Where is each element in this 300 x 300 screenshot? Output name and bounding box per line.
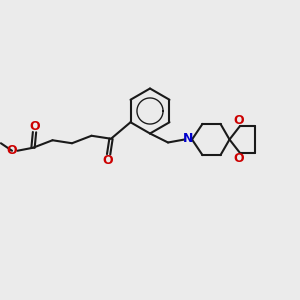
Text: O: O xyxy=(7,144,17,157)
Text: O: O xyxy=(29,120,40,133)
Text: O: O xyxy=(233,114,244,128)
Text: O: O xyxy=(103,154,113,167)
Text: O: O xyxy=(233,152,244,165)
Text: N: N xyxy=(183,132,194,146)
